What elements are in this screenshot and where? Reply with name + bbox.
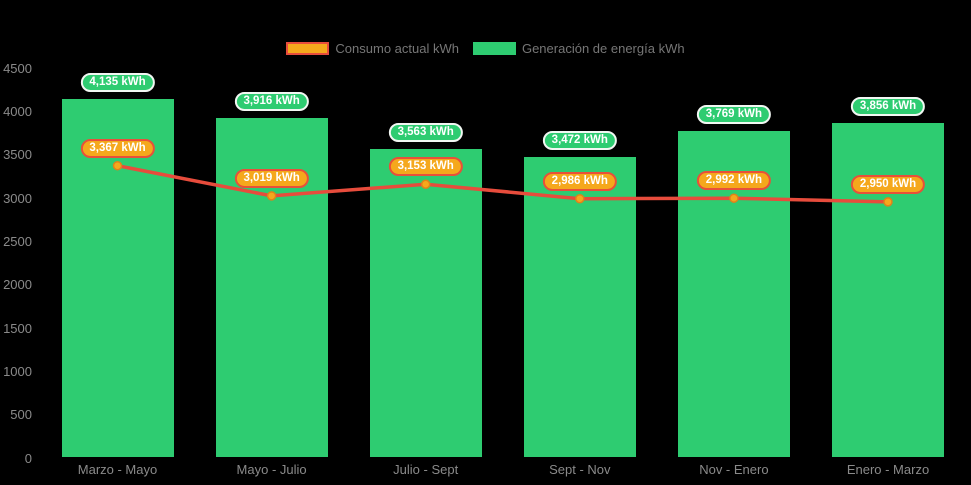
legend-item-consumption[interactable]: Consumo actual kWh (286, 41, 459, 56)
legend-swatch-consumption (286, 42, 330, 55)
generation-bar[interactable] (369, 148, 482, 458)
y-axis-tick-label: 1500 (3, 320, 32, 336)
generation-value-badge: 3,769 kWh (696, 104, 772, 124)
consumption-point[interactable] (729, 193, 739, 203)
chart-legend: Consumo actual kWh Generación de energía … (0, 41, 971, 56)
y-axis-tick-label: 2000 (3, 277, 32, 293)
x-axis-category-label: Sept - Nov (549, 462, 611, 477)
consumption-point[interactable] (420, 179, 431, 189)
legend-item-generation[interactable]: Generación de energía kWh (472, 41, 685, 56)
legend-swatch-generation (472, 42, 516, 55)
consumption-value-badge: 2,992 kWh (696, 171, 772, 191)
generation-bar[interactable] (523, 156, 636, 458)
consumption-point[interactable] (575, 193, 585, 204)
consumption-point[interactable] (883, 197, 893, 207)
generation-value-badge: 4,135 kWh (80, 73, 155, 93)
generation-value-badge: 3,563 kWh (388, 122, 463, 142)
consumption-value-badge: 3,367 kWh (80, 138, 155, 158)
consumption-value-badge: 2,950 kWh (850, 174, 926, 194)
y-axis-tick-label: 4500 (3, 60, 32, 76)
generation-bar[interactable] (61, 99, 174, 458)
consumption-point[interactable] (112, 160, 123, 171)
legend-label: Generación de energía kWh (521, 41, 685, 56)
x-axis-category-label: Nov - Enero (699, 462, 769, 477)
consumption-point[interactable] (266, 191, 277, 201)
y-axis-tick-label: 0 (24, 450, 32, 466)
generation-bar[interactable] (832, 123, 944, 458)
consumption-value-badge: 3,019 kWh (234, 168, 309, 188)
generation-value-badge: 3,916 kWh (234, 92, 309, 112)
consumption-value-badge: 3,153 kWh (388, 157, 463, 177)
y-axis-tick-label: 1000 (3, 363, 32, 379)
y-axis-tick-label: 3500 (3, 147, 32, 163)
generation-value-badge: 3,472 kWh (542, 130, 617, 150)
x-axis-category-label: Enero - Marzo (846, 462, 930, 477)
y-axis-tick-label: 500 (10, 407, 32, 423)
x-axis-category-label: Mayo - Julio (236, 462, 307, 477)
generation-value-badge: 3,856 kWh (850, 97, 926, 117)
x-axis-category-label: Julio - Sept (393, 462, 459, 477)
x-axis-category-label: Marzo - Mayo (77, 462, 158, 477)
y-axis-tick-label: 4000 (3, 103, 32, 119)
y-axis-tick-label: 2500 (3, 233, 32, 249)
legend-label: Consumo actual kWh (335, 41, 459, 56)
y-axis-tick-label: 3000 (3, 190, 32, 206)
consumption-value-badge: 2,986 kWh (542, 171, 617, 191)
